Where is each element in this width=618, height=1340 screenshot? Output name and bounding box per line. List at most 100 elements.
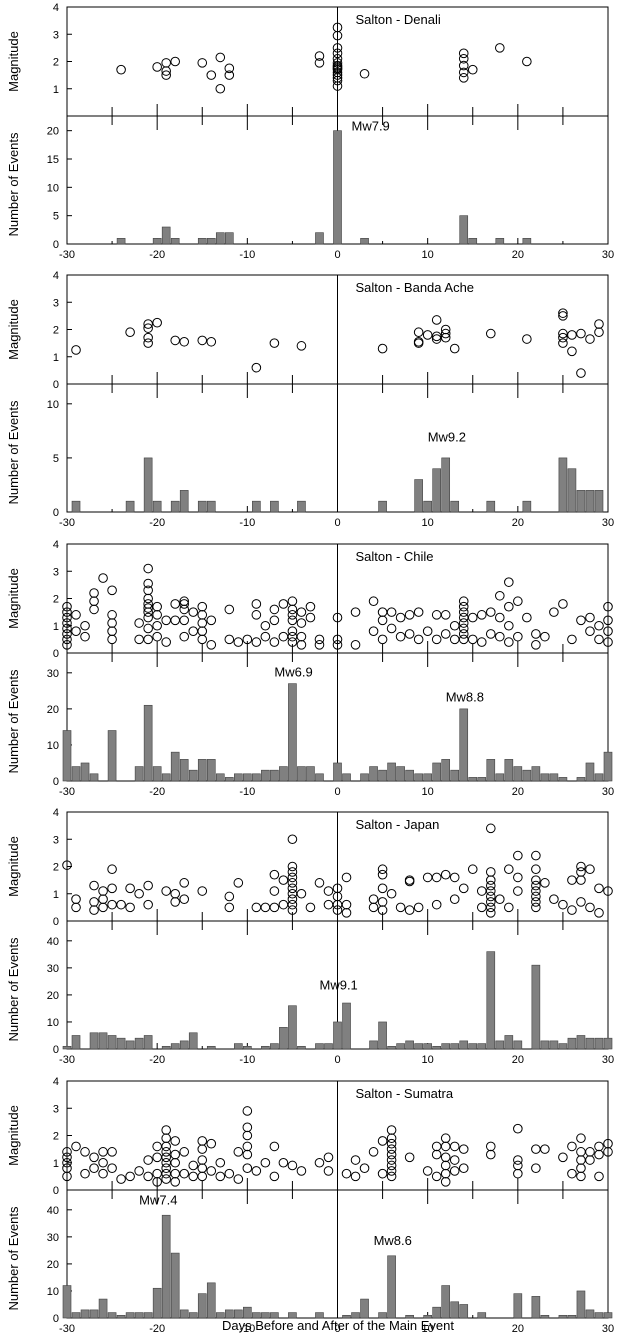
count-bar (161, 1045, 171, 1050)
count-bar (603, 1037, 613, 1050)
count-bar (594, 1037, 604, 1050)
magnitude-point (170, 1168, 180, 1179)
count-bar (170, 1252, 180, 1319)
magnitude-point (603, 601, 613, 612)
count-bar (62, 1285, 72, 1319)
magnitude-point (458, 601, 469, 612)
count-bar (143, 1035, 153, 1050)
magnitude-point (170, 56, 180, 67)
magnitude-point (206, 1166, 217, 1176)
magnitude-point (567, 1141, 577, 1152)
magnitude-point (377, 634, 388, 645)
magnitude-point (485, 891, 496, 902)
magnitude-point (531, 902, 541, 913)
magnitude-point (495, 590, 505, 601)
magnitude-point (440, 1177, 451, 1187)
magnitude-point (296, 341, 307, 351)
magnitude-point (549, 894, 559, 905)
magnitude-point (422, 330, 433, 340)
magnitude-point (467, 634, 478, 645)
magnitude-point (422, 1166, 433, 1176)
magnitude-point (449, 894, 460, 905)
magnitude-point (332, 43, 343, 53)
magnitude-point (540, 1144, 550, 1154)
panel-title: Salton - Banda Ache (356, 280, 475, 295)
magnitude-point (386, 1155, 397, 1165)
magnitude-point (386, 888, 397, 899)
magnitude-point (287, 894, 298, 905)
magnitude-point (143, 623, 153, 634)
magnitude-point (395, 631, 406, 642)
magnitude-point (594, 620, 604, 631)
magnitude-y-tick-label: 1 (53, 84, 59, 96)
magnitude-y-tick-label: 4 (53, 807, 59, 819)
magnitude-point (458, 596, 469, 607)
count-bar (603, 751, 613, 782)
magnitude-point (594, 908, 604, 918)
magnitude-point (504, 577, 514, 587)
magnitude-point (152, 1168, 162, 1179)
chart-panel: -30 -20 -10 0 10 20 30 1 2 3 4 0 5 10 15 20 Magnitude Num… (6, 2, 614, 261)
magnitude-point (377, 897, 388, 907)
magnitude-point (62, 623, 72, 634)
magnitude-point (458, 883, 469, 894)
magnitude-point (504, 902, 514, 913)
magnitude-point (242, 1122, 253, 1133)
magnitude-y-tick-label: 0 (53, 648, 59, 660)
count-axis-title: Number of Events (6, 400, 21, 505)
count-bar (576, 777, 586, 782)
magnitude-point (431, 899, 442, 910)
magnitude-point (576, 867, 586, 877)
magnitude-point (458, 618, 469, 628)
count-y-tick-label: 30 (47, 963, 59, 975)
magnitude-point (305, 612, 316, 623)
count-bar (603, 1312, 613, 1319)
magnitude-point (89, 1152, 99, 1163)
count-bar (351, 1312, 360, 1319)
count-bar (378, 1021, 387, 1050)
magnitude-point (531, 629, 541, 639)
magnitude-point (485, 607, 496, 617)
magnitude-point (224, 63, 235, 74)
count-bar (423, 773, 432, 782)
magnitude-point (567, 875, 577, 885)
magnitude-point (89, 1163, 99, 1173)
magnitude-point (323, 886, 334, 896)
magnitude-point (585, 902, 595, 913)
magnitude-point (287, 596, 298, 607)
magnitude-point (152, 620, 162, 631)
magnitude-point (377, 864, 388, 875)
magnitude-point (386, 1160, 397, 1171)
magnitude-point (440, 1160, 451, 1171)
count-bar (143, 1312, 153, 1319)
magnitude-point (134, 634, 144, 645)
magnitude-point (332, 48, 343, 59)
magnitude-point (531, 875, 541, 885)
x-tick-label: -10 (239, 1323, 255, 1335)
magnitude-point (251, 610, 262, 620)
magnitude-point (431, 315, 442, 325)
count-bar (288, 1312, 297, 1319)
magnitude-point (224, 891, 235, 902)
count-bar (477, 777, 487, 782)
x-tick-label: 20 (512, 1054, 524, 1066)
magnitude-point (152, 631, 162, 642)
magnitude-point (233, 1174, 244, 1184)
count-bar (89, 1032, 99, 1050)
x-tick-label: 30 (602, 517, 614, 529)
magnitude-point (287, 604, 298, 615)
panel-title: Salton - Denali (356, 12, 441, 27)
count-bar (197, 500, 207, 513)
count-bar (540, 1040, 550, 1050)
count-bar (152, 500, 162, 513)
magnitude-point (531, 864, 541, 875)
count-bar (224, 1309, 234, 1319)
magnitude-point (116, 899, 126, 910)
magnitude-point (269, 869, 280, 880)
magnitude-point (377, 615, 388, 626)
magnitude-point (485, 1149, 496, 1160)
magnitude-point (98, 894, 108, 905)
magnitude-point (224, 604, 235, 615)
count-bar (558, 1314, 568, 1319)
magnitude-point (134, 618, 144, 628)
